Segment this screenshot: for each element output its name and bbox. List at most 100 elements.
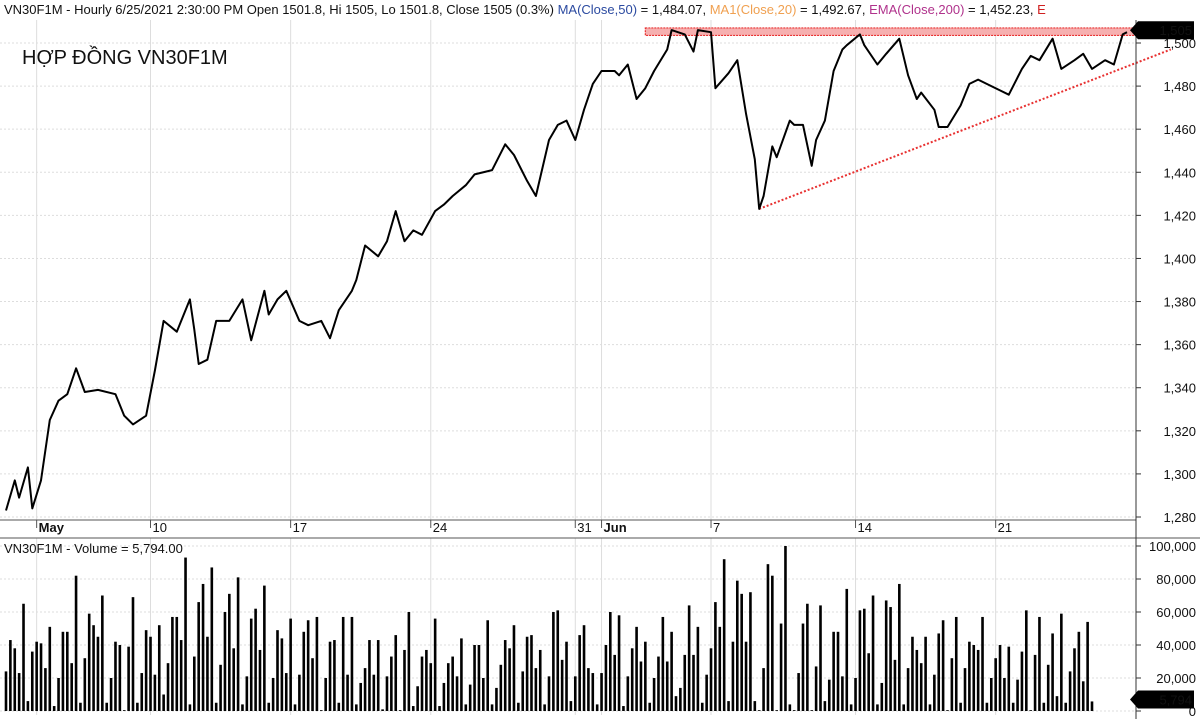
volume-bar bbox=[4, 671, 8, 711]
volume-bar bbox=[306, 620, 310, 711]
volume-bar bbox=[924, 636, 927, 711]
volume-bar bbox=[166, 663, 170, 711]
volume-bar bbox=[622, 706, 625, 711]
volume-bar bbox=[105, 702, 109, 711]
volume-bar bbox=[206, 636, 209, 711]
volume-bar bbox=[915, 649, 919, 711]
volume-bar bbox=[394, 635, 398, 711]
volume-bar bbox=[490, 704, 494, 711]
volume-tick-label: 100,000 bbox=[1149, 539, 1196, 554]
volume-bar bbox=[644, 641, 647, 711]
price-line-layer bbox=[5, 29, 1128, 511]
volume-bar bbox=[333, 640, 336, 711]
volume-bar bbox=[657, 656, 660, 711]
volume-bar bbox=[963, 668, 967, 711]
volume-bar bbox=[696, 626, 700, 711]
volume-bar bbox=[876, 704, 879, 711]
volume-bar bbox=[350, 616, 354, 711]
volume-bar bbox=[1038, 616, 1041, 711]
volume-bar bbox=[508, 648, 511, 711]
volume-bar bbox=[1051, 633, 1054, 711]
price-tick-label: 1,320 bbox=[1163, 424, 1196, 439]
volume-bar bbox=[44, 668, 47, 711]
volume-bar bbox=[298, 674, 301, 711]
volume-bar bbox=[714, 602, 717, 711]
resistance-zone bbox=[644, 27, 1168, 37]
volume-bar bbox=[1090, 701, 1094, 711]
volume-bar bbox=[249, 618, 253, 711]
volume-bar bbox=[946, 710, 949, 711]
volume-bar bbox=[556, 610, 560, 711]
volume-bar bbox=[639, 661, 643, 711]
volume-bar bbox=[928, 704, 932, 711]
volume-bar bbox=[1016, 679, 1019, 711]
volume-bar bbox=[692, 654, 695, 711]
volume-bar bbox=[538, 649, 542, 711]
volume-bar bbox=[941, 620, 945, 711]
volume-bar bbox=[96, 636, 100, 711]
volume-bar bbox=[687, 605, 691, 711]
volume-bar bbox=[442, 682, 446, 711]
volume-bar bbox=[363, 668, 367, 711]
volume-bar bbox=[276, 630, 279, 711]
last-volume-badge: 5,794 bbox=[1130, 690, 1194, 709]
symbol-info: VN30F1M - Hourly 6/25/2021 2:30:00 PM Op… bbox=[4, 2, 554, 17]
volume-bar bbox=[482, 678, 485, 711]
trailing-indicator-label: E bbox=[1037, 2, 1046, 17]
volume-bar bbox=[52, 706, 56, 711]
volume-bar bbox=[849, 704, 853, 711]
volume-bar bbox=[648, 702, 652, 711]
volume-bar bbox=[762, 668, 765, 711]
volume-bar bbox=[101, 595, 104, 711]
volume-bar bbox=[13, 648, 17, 711]
header-line: VN30F1M - Hourly 6/25/2021 2:30:00 PM Op… bbox=[4, 2, 1046, 17]
volume-bar bbox=[376, 640, 380, 711]
price-tick-label: 1,500 bbox=[1163, 36, 1196, 51]
volume-tick-label: 80,000 bbox=[1156, 572, 1196, 587]
volume-bar bbox=[214, 702, 218, 711]
volume-bar bbox=[26, 701, 30, 711]
ma1-value: = 1,492.67, bbox=[796, 2, 869, 17]
volume-bar bbox=[372, 674, 376, 711]
volume-bar bbox=[1003, 678, 1006, 711]
volume-bar bbox=[39, 643, 43, 711]
volume-bar bbox=[267, 702, 271, 711]
volume-bar bbox=[552, 612, 555, 711]
volume-bar bbox=[201, 583, 205, 711]
volume-bar bbox=[289, 618, 292, 711]
volume-bar bbox=[118, 645, 122, 711]
volume-bar bbox=[398, 710, 402, 711]
volume-bar bbox=[460, 638, 463, 711]
volume-bar bbox=[766, 564, 770, 711]
volume-bar bbox=[652, 678, 656, 711]
volume-bar bbox=[889, 607, 892, 711]
volume-bar bbox=[1046, 664, 1050, 711]
volume-bar bbox=[157, 625, 161, 711]
axes-layer: 1,280 1,300 1,320 1,340 1,360 1,380 1,400 1,420… bbox=[0, 20, 1200, 719]
price-tick-label: 1,340 bbox=[1163, 381, 1196, 396]
volume-bar bbox=[1007, 646, 1011, 711]
last-price-badge-label: 1,505 bbox=[1159, 23, 1192, 38]
volume-bar bbox=[1029, 710, 1032, 711]
volume-bar bbox=[355, 704, 358, 711]
volume-bar bbox=[451, 656, 454, 711]
volume-bar bbox=[784, 546, 787, 711]
volume-bar bbox=[1086, 621, 1089, 711]
volume-bar bbox=[819, 605, 822, 711]
volume-bar bbox=[280, 638, 284, 711]
volume-bar bbox=[79, 702, 82, 711]
volume-bar bbox=[219, 664, 222, 711]
volume-bar bbox=[617, 615, 621, 711]
volume-bar bbox=[735, 580, 739, 711]
volume-bar bbox=[884, 600, 888, 711]
volume-bar bbox=[1064, 702, 1068, 711]
volume-bar bbox=[284, 673, 288, 711]
volume-bar bbox=[74, 575, 78, 711]
date-tick-label: 10 bbox=[153, 520, 167, 535]
volume-bar bbox=[407, 612, 411, 711]
volume-bar bbox=[192, 656, 196, 711]
volume-bar bbox=[797, 673, 800, 711]
volume-bar bbox=[954, 616, 958, 711]
volume-bar bbox=[565, 641, 568, 711]
volume-bar bbox=[679, 687, 682, 711]
